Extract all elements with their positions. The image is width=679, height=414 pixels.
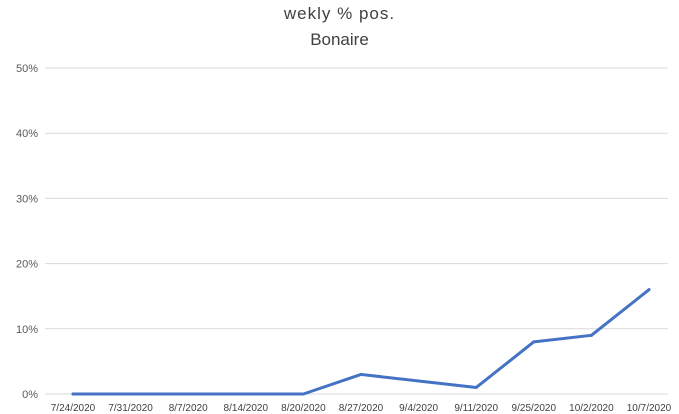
y-axis-ticks: 0% 10% 20% 30% 40% 50% bbox=[16, 63, 38, 401]
x-tick-label: 10/7/2020 bbox=[627, 403, 672, 414]
x-tick-label: 9/11/2020 bbox=[454, 403, 498, 414]
data-point bbox=[244, 392, 248, 396]
series-group bbox=[71, 288, 651, 396]
data-point bbox=[129, 392, 133, 396]
data-point bbox=[71, 392, 75, 396]
x-tick-label: 7/24/2020 bbox=[51, 403, 96, 414]
y-tick-label: 0% bbox=[22, 389, 38, 401]
chart-subtitle: Bonaire bbox=[310, 30, 369, 49]
data-point bbox=[359, 372, 363, 376]
x-tick-label: 8/14/2020 bbox=[224, 403, 269, 414]
y-tick-label: 50% bbox=[16, 63, 38, 75]
x-tick-label: 8/20/2020 bbox=[281, 403, 326, 414]
gridlines bbox=[45, 67, 668, 395]
chart-title: wekly % pos. bbox=[283, 4, 396, 23]
data-point bbox=[532, 340, 536, 344]
x-tick-label: 10/2/2020 bbox=[569, 403, 614, 414]
data-point bbox=[301, 392, 305, 396]
y-tick-label: 20% bbox=[16, 259, 38, 271]
x-tick-label: 7/31/2020 bbox=[108, 403, 153, 414]
data-point bbox=[589, 333, 593, 337]
x-tick-label: 8/7/2020 bbox=[169, 403, 208, 414]
data-point bbox=[474, 385, 478, 389]
x-axis-ticks: 7/24/2020 7/31/2020 8/7/2020 8/14/2020 8/20/… bbox=[51, 403, 672, 414]
data-point bbox=[417, 379, 421, 383]
y-tick-label: 30% bbox=[16, 193, 38, 205]
y-tick-label: 40% bbox=[16, 128, 38, 140]
x-tick-label: 9/25/2020 bbox=[512, 403, 557, 414]
y-tick-label: 10% bbox=[16, 324, 38, 336]
x-tick-label: 8/27/2020 bbox=[339, 403, 384, 414]
data-point bbox=[186, 392, 190, 396]
series-line bbox=[71, 288, 651, 396]
x-tick-label: 9/4/2020 bbox=[399, 403, 438, 414]
data-point bbox=[647, 288, 651, 292]
